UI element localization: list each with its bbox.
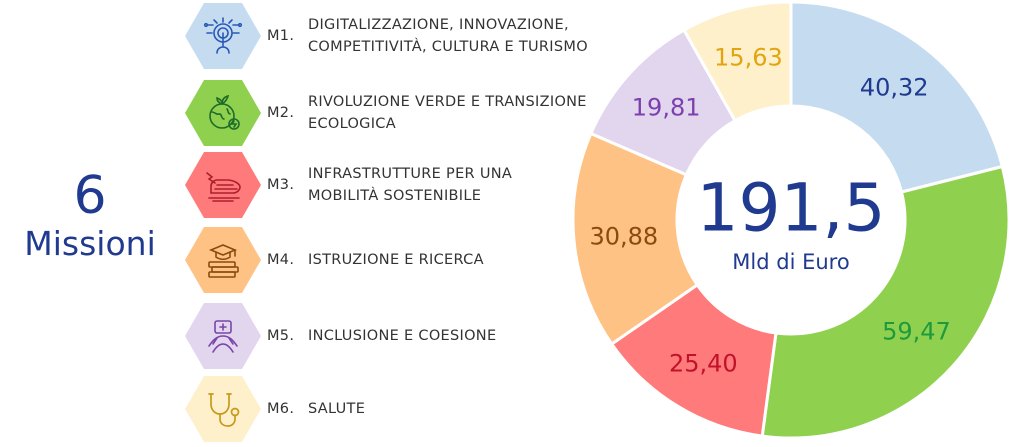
stethoscope-icon (208, 393, 240, 427)
mission-title-line: ISTRUZIONE E RICERCA (308, 252, 484, 268)
mission-code: M2. (267, 105, 295, 121)
slice-value-label: 30,88 (589, 223, 658, 251)
mission-title: ISTRUZIONE E RICERCA (308, 227, 608, 293)
donut-center (678, 107, 904, 333)
mission-title-line: SALUTE (308, 401, 366, 417)
mission-code: M6. (267, 401, 295, 417)
mission-title: SALUTE (308, 376, 608, 442)
total-value: 191,5 (697, 170, 886, 247)
mission-hexagon (185, 3, 261, 69)
slice-value-label: 15,63 (714, 43, 783, 71)
mission-hexagon (185, 80, 261, 146)
mission-code: M4. (267, 252, 295, 268)
mission-title: DIGITALIZZAZIONE, INNOVAZIONE, COMPETITIV… (308, 3, 608, 69)
mission-title: RIVOLUZIONE VERDE E TRANSIZIONE ECOLOGICA (308, 80, 608, 146)
mission-hexagon (185, 376, 261, 442)
missions-count: 6 (73, 166, 107, 226)
budget-donut-chart: 40,32 59,47 25,40 30,88 19,81 15,63 191,5 Mld d… (571, 0, 1011, 440)
digital-hand-icon (203, 17, 243, 54)
mission-code: M3. (267, 177, 295, 193)
donut-slice-m2 (760, 164, 1011, 440)
mission-title-line: MOBILITÀ SOSTENIBILE (308, 188, 482, 204)
slice-value-label: 59,47 (882, 318, 951, 346)
missions-word: Missioni (24, 224, 156, 263)
mission-code: M5. (267, 328, 295, 344)
mission-title-line: DIGITALIZZAZIONE, INNOVAZIONE, (308, 17, 569, 33)
mission-title-line: ECOLOGICA (308, 116, 396, 132)
joined-hands-icon (208, 320, 238, 353)
mission-title-line: INFRASTRUTTURE PER UNA (308, 166, 513, 182)
graduation-books-icon (208, 244, 239, 278)
donut-slice-m6 (682, 0, 793, 123)
missions-title: 6 Missioni (10, 168, 170, 264)
slice-value-label: 40,32 (860, 73, 929, 101)
mission-hexagon (185, 152, 261, 218)
mission-item-m1: M1. DIGITALIZZAZIONE, INNOVAZIONE, COMPETI… (185, 3, 605, 71)
mission-title: INCLUSIONE E COESIONE (308, 303, 608, 369)
mission-title-line: INCLUSIONE E COESIONE (308, 328, 497, 344)
mission-title: INFRASTRUTTURE PER UNA MOBILITÀ SOSTENIBI… (308, 152, 608, 218)
mission-title-line: RIVOLUZIONE VERDE E TRANSIZIONE (308, 94, 587, 110)
train-icon (206, 172, 241, 202)
mission-hexagon (185, 303, 261, 369)
mission-title-line: COMPETITIVITÀ, CULTURA E TURISMO (308, 39, 588, 55)
donut-slice-m4 (571, 131, 700, 347)
mission-code: M1. (267, 28, 295, 44)
total-unit: Mld di Euro (732, 250, 849, 274)
green-earth-icon (209, 94, 240, 130)
mission-item-m5: M5. INCLUSIONE E COESIONE (185, 303, 605, 371)
slice-value-label: 19,81 (632, 94, 701, 122)
donut-slice-m1 (789, 0, 1005, 194)
mission-hexagon (185, 227, 261, 293)
mission-item-m4: M4. ISTRUZIONE E RICERCA (185, 227, 605, 295)
slice-value-label: 25,40 (669, 349, 738, 377)
mission-item-m2: M2. RIVOLUZIONE VERDE E TRANSIZIONE ECOLOG… (185, 80, 605, 148)
mission-item-m3: M3. INFRASTRUTTURE PER UNA MOBILITÀ SOSTEN… (185, 152, 605, 220)
mission-item-m6: M6. SALUTE (185, 376, 605, 444)
